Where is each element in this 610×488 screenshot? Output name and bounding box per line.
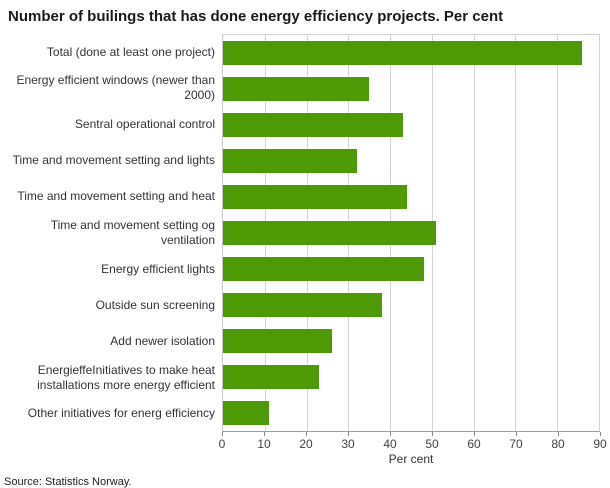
category-label: Energy efficient lights [101,261,215,276]
gridline [515,35,517,431]
plot-area [222,34,600,432]
bar-row [223,287,599,323]
bar-row [223,395,599,431]
x-tick-mark [432,432,433,436]
bar [223,257,424,281]
x-tick-label: 30 [341,437,355,451]
bar-row [223,323,599,359]
chart-body: Total (done at least one project) Energy … [0,34,600,432]
x-tick-mark [306,432,307,436]
bar-row [223,215,599,251]
category-labels: Total (done at least one project) Energy … [0,34,222,432]
bar-row [223,251,599,287]
x-tick-label: 60 [467,437,481,451]
source-note: Source: Statistics Norway. [4,476,132,488]
bar [223,113,403,137]
bar-row [223,107,599,143]
bar [223,77,370,101]
category-label: Time and movement setting and heat [17,189,215,204]
bar [223,365,320,389]
x-tick-mark [348,432,349,436]
gridline [557,35,559,431]
x-tick-mark [600,432,601,436]
bar-row [223,359,599,395]
x-tick-label: 10 [257,437,271,451]
bar-row [223,143,599,179]
x-axis: 0 10 20 30 40 50 60 70 80 90 [218,432,607,452]
x-tick-mark [474,432,475,436]
x-axis-title: Per cent [388,452,434,466]
category-label: Time and movement setting and lights [12,153,215,168]
category-label: Other initiatives for energ efficiency [27,406,215,421]
x-tick-label: 90 [593,437,607,451]
category-label: EnergieffeInitiatives to make heat insta… [37,362,215,392]
x-tick-mark [516,432,517,436]
bar [223,41,583,65]
x-tick-mark [390,432,391,436]
category-label: Sentral operational control [74,116,215,131]
gridline [473,35,475,431]
bar [223,401,269,425]
x-tick-label: 0 [218,437,226,451]
x-tick-mark [558,432,559,436]
bar-row [223,35,599,71]
category-label: Outside sun screening [95,297,215,312]
bar-row [223,179,599,215]
category-label: Energy efficient windows (newer than 200… [16,73,215,103]
category-label: Time and movement setting og ventilation [50,218,215,248]
x-tick-label: 20 [299,437,313,451]
x-tick-mark [222,432,223,436]
x-tick-label: 70 [509,437,523,451]
bar [223,293,382,317]
bar-row [223,71,599,107]
bar [223,329,332,353]
bar [223,149,357,173]
bar [223,221,437,245]
category-label: Add newer isolation [110,334,215,349]
x-tick-label: 40 [383,437,397,451]
category-label: Total (done at least one project) [46,44,215,59]
x-tick-mark [264,432,265,436]
x-tick-label: 50 [425,437,439,451]
bar [223,185,407,209]
x-tick-label: 80 [551,437,565,451]
chart-title: Number of builings that has done energy … [8,8,504,25]
